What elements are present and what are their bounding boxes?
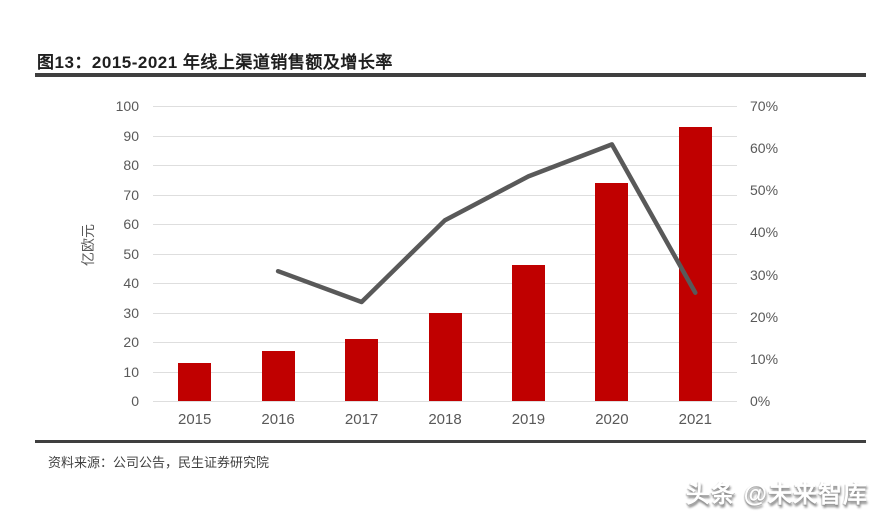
right-axis-tick: 70%	[750, 98, 779, 114]
gridline	[153, 194, 737, 196]
x-axis-tick: 2020	[595, 411, 629, 428]
watermark: 头条 @未来智库	[685, 481, 868, 508]
gridline	[153, 224, 737, 225]
x-axis-tick: 2018	[428, 411, 462, 428]
right-axis-tick: 10%	[750, 350, 779, 367]
left-axis-tick: 70	[123, 186, 139, 203]
right-axis-tick: 0%	[750, 393, 771, 409]
x-axis-tick: 2019	[511, 411, 546, 428]
left-axis-tick: 30	[123, 304, 139, 321]
left-axis-tick: 60	[123, 216, 139, 232]
figure-title: 图13：2015-2021 年线上渠道销售额及增长率	[37, 53, 393, 72]
right-axis-tick: 50%	[750, 182, 779, 199]
left-axis-tick: 100	[115, 98, 139, 114]
figure-bottom-border	[35, 440, 866, 443]
x-axis-tick: 2021	[678, 411, 712, 428]
bar-2017	[345, 339, 379, 401]
right-axis-tick: 20%	[750, 308, 779, 325]
bar-2016	[261, 350, 295, 401]
x-axis-tick: 2016	[261, 411, 295, 428]
bar-2018	[428, 312, 462, 401]
x-axis-tick: 2017	[344, 411, 379, 428]
x-axis-tick: 2015	[178, 411, 212, 428]
gridline	[153, 135, 737, 137]
bar-2015	[178, 362, 212, 401]
right-axis-tick: 60%	[750, 140, 779, 157]
bar-2019	[511, 265, 545, 401]
left-axis-tick: 50	[123, 245, 139, 262]
gridline	[153, 106, 737, 107]
sales-growth-chart: 亿欧元 0 10 20 30 40 50 60 70 80 90 100 0% 10% 20% 30% 40…	[80, 98, 778, 428]
left-axis-tick: 10	[123, 363, 139, 380]
bar-2020	[595, 182, 629, 401]
left-axis-tick: 90	[123, 127, 139, 144]
growth-line-path	[275, 142, 698, 305]
bar-2021	[678, 126, 712, 401]
right-axis-tick: 30%	[750, 266, 779, 283]
left-axis-tick: 40	[123, 275, 139, 291]
gridline	[153, 283, 737, 284]
left-axis-tick: 20	[123, 334, 139, 350]
gridline	[153, 253, 737, 255]
title-underline	[35, 73, 866, 77]
source-note: 资料来源：公司公告，民生证券研究院	[48, 455, 270, 470]
right-axis-tick: 40%	[750, 224, 779, 241]
left-axis-tick: 80	[123, 157, 139, 173]
gridline	[153, 401, 737, 402]
left-axis-tick: 0	[131, 393, 139, 409]
gridline	[153, 165, 737, 166]
growth-line	[275, 142, 698, 305]
